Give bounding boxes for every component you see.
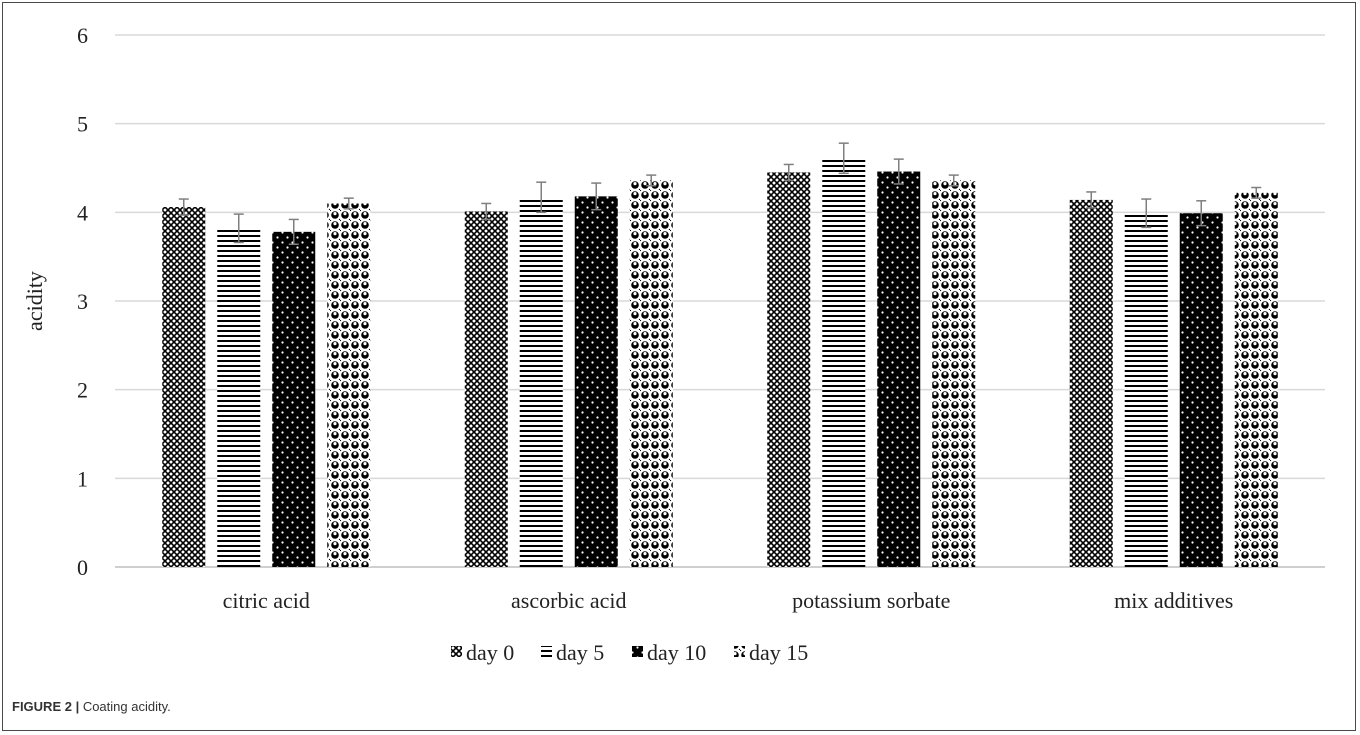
legend-swatch [541,646,552,657]
legend-item: day 10 [632,640,706,665]
x-category-label: potassium sorbate [792,588,950,613]
error-bar [178,198,189,216]
bar-day-15-ascorbic-acid [629,180,673,567]
y-axis-label: acidity [22,271,47,331]
y-tick-label: 1 [77,466,88,491]
error-bar [1141,198,1152,229]
x-axis-categories: citric acid ascorbic acid potassium sorbat… [223,588,1234,613]
gridlines [115,34,1325,568]
bar-day-15-mix-additives [1234,192,1278,567]
y-tick-label: 2 [77,378,88,403]
bar-day-15-potassium-sorbate [932,180,976,567]
error-bar [838,142,849,175]
error-bar [481,202,492,221]
x-category-label: mix additives [1114,588,1233,613]
error-bars [178,142,1262,246]
error-bar [893,158,904,185]
legend-swatch [451,646,462,657]
error-bar [288,218,299,246]
legend-swatch [632,646,643,657]
legend-swatch [734,646,745,657]
bar-day-15-citric-acid [327,203,371,567]
y-tick-label: 6 [77,23,88,48]
legend-label: day 15 [749,640,808,665]
bar-day-5-citric-acid [217,228,261,567]
figure-caption: FIGURE 2 | Coating acidity. [12,699,171,714]
error-bar [233,213,244,244]
error-bar [1196,200,1207,227]
bar-day-0-mix-additives [1069,199,1113,568]
bar-day-0-ascorbic-acid [464,211,508,568]
legend-label: day 10 [647,640,706,665]
legend-label: day 5 [556,640,604,665]
x-category-label: ascorbic acid [511,588,626,613]
figure-caption-text: Coating acidity. [79,699,171,714]
bar-day-10-ascorbic-acid [574,196,618,567]
error-bar [783,163,794,182]
bar-day-0-potassium-sorbate [767,172,811,567]
y-axis-ticks: 0 1 2 3 4 5 6 [77,23,88,580]
error-bar [536,181,547,214]
bar-day-5-potassium-sorbate [822,158,866,567]
error-bar [591,182,602,211]
bar-day-10-citric-acid [272,231,316,567]
bar-day-10-mix-additives [1179,213,1223,567]
legend-item: day 0 [451,640,514,665]
y-tick-label: 5 [77,112,88,137]
legend: day 0 day 5 day 10 day 15 [451,640,808,665]
y-tick-label: 4 [77,200,88,225]
bar-day-5-mix-additives [1124,213,1168,567]
figure-number: FIGURE 2 | [12,699,80,714]
error-bar [646,174,657,187]
bar-day-5-ascorbic-acid [519,197,563,567]
bars [162,158,1278,568]
bar-day-0-citric-acid [162,207,206,567]
y-tick-label: 3 [77,289,88,314]
error-bar [948,174,959,187]
legend-item: day 15 [734,640,808,665]
y-tick-label: 0 [77,555,88,580]
bar-day-10-potassium-sorbate [877,171,921,567]
legend-label: day 0 [466,640,514,665]
legend-item: day 5 [541,640,604,665]
error-bar [343,197,354,210]
x-category-label: citric acid [223,588,310,613]
error-bar [1086,191,1097,209]
error-bar [1251,186,1262,199]
